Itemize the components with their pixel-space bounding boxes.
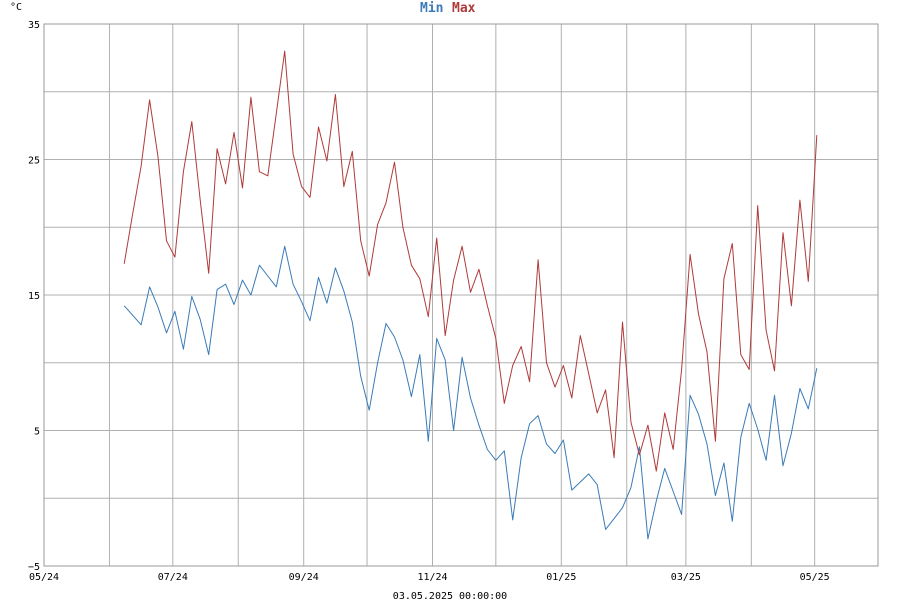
series-max-line [123,50,818,472]
series-layer [123,50,818,540]
legend-min: Min [420,1,443,16]
x-tick-label: 03/25 [671,572,701,583]
y-tick-label: 15 [28,291,40,302]
timestamp-footer: 03.05.2025 00:00:00 [393,591,507,600]
y-tick-label: −5 [28,562,40,573]
series-min-line [123,245,818,540]
y-tick-label: 25 [28,156,40,167]
x-tick-label: 05/24 [29,572,59,583]
x-tick-label: 11/24 [417,572,447,583]
y-tick-label: 5 [34,427,40,438]
unit-label: °C [10,2,22,13]
y-tick-label: 35 [28,20,40,31]
grid [44,23,878,567]
x-tick-label: 01/25 [546,572,576,583]
axis-labels: −5 5 15 25 35 05/24 07/24 09/24 11/24 01/25 03/25 0… [28,20,830,583]
x-tick-label: 07/24 [158,572,188,583]
plot-frame [43,23,879,567]
legend-max: Max [452,1,476,16]
x-tick-label: 05/25 [800,572,830,583]
x-tick-label: 09/24 [289,572,319,583]
